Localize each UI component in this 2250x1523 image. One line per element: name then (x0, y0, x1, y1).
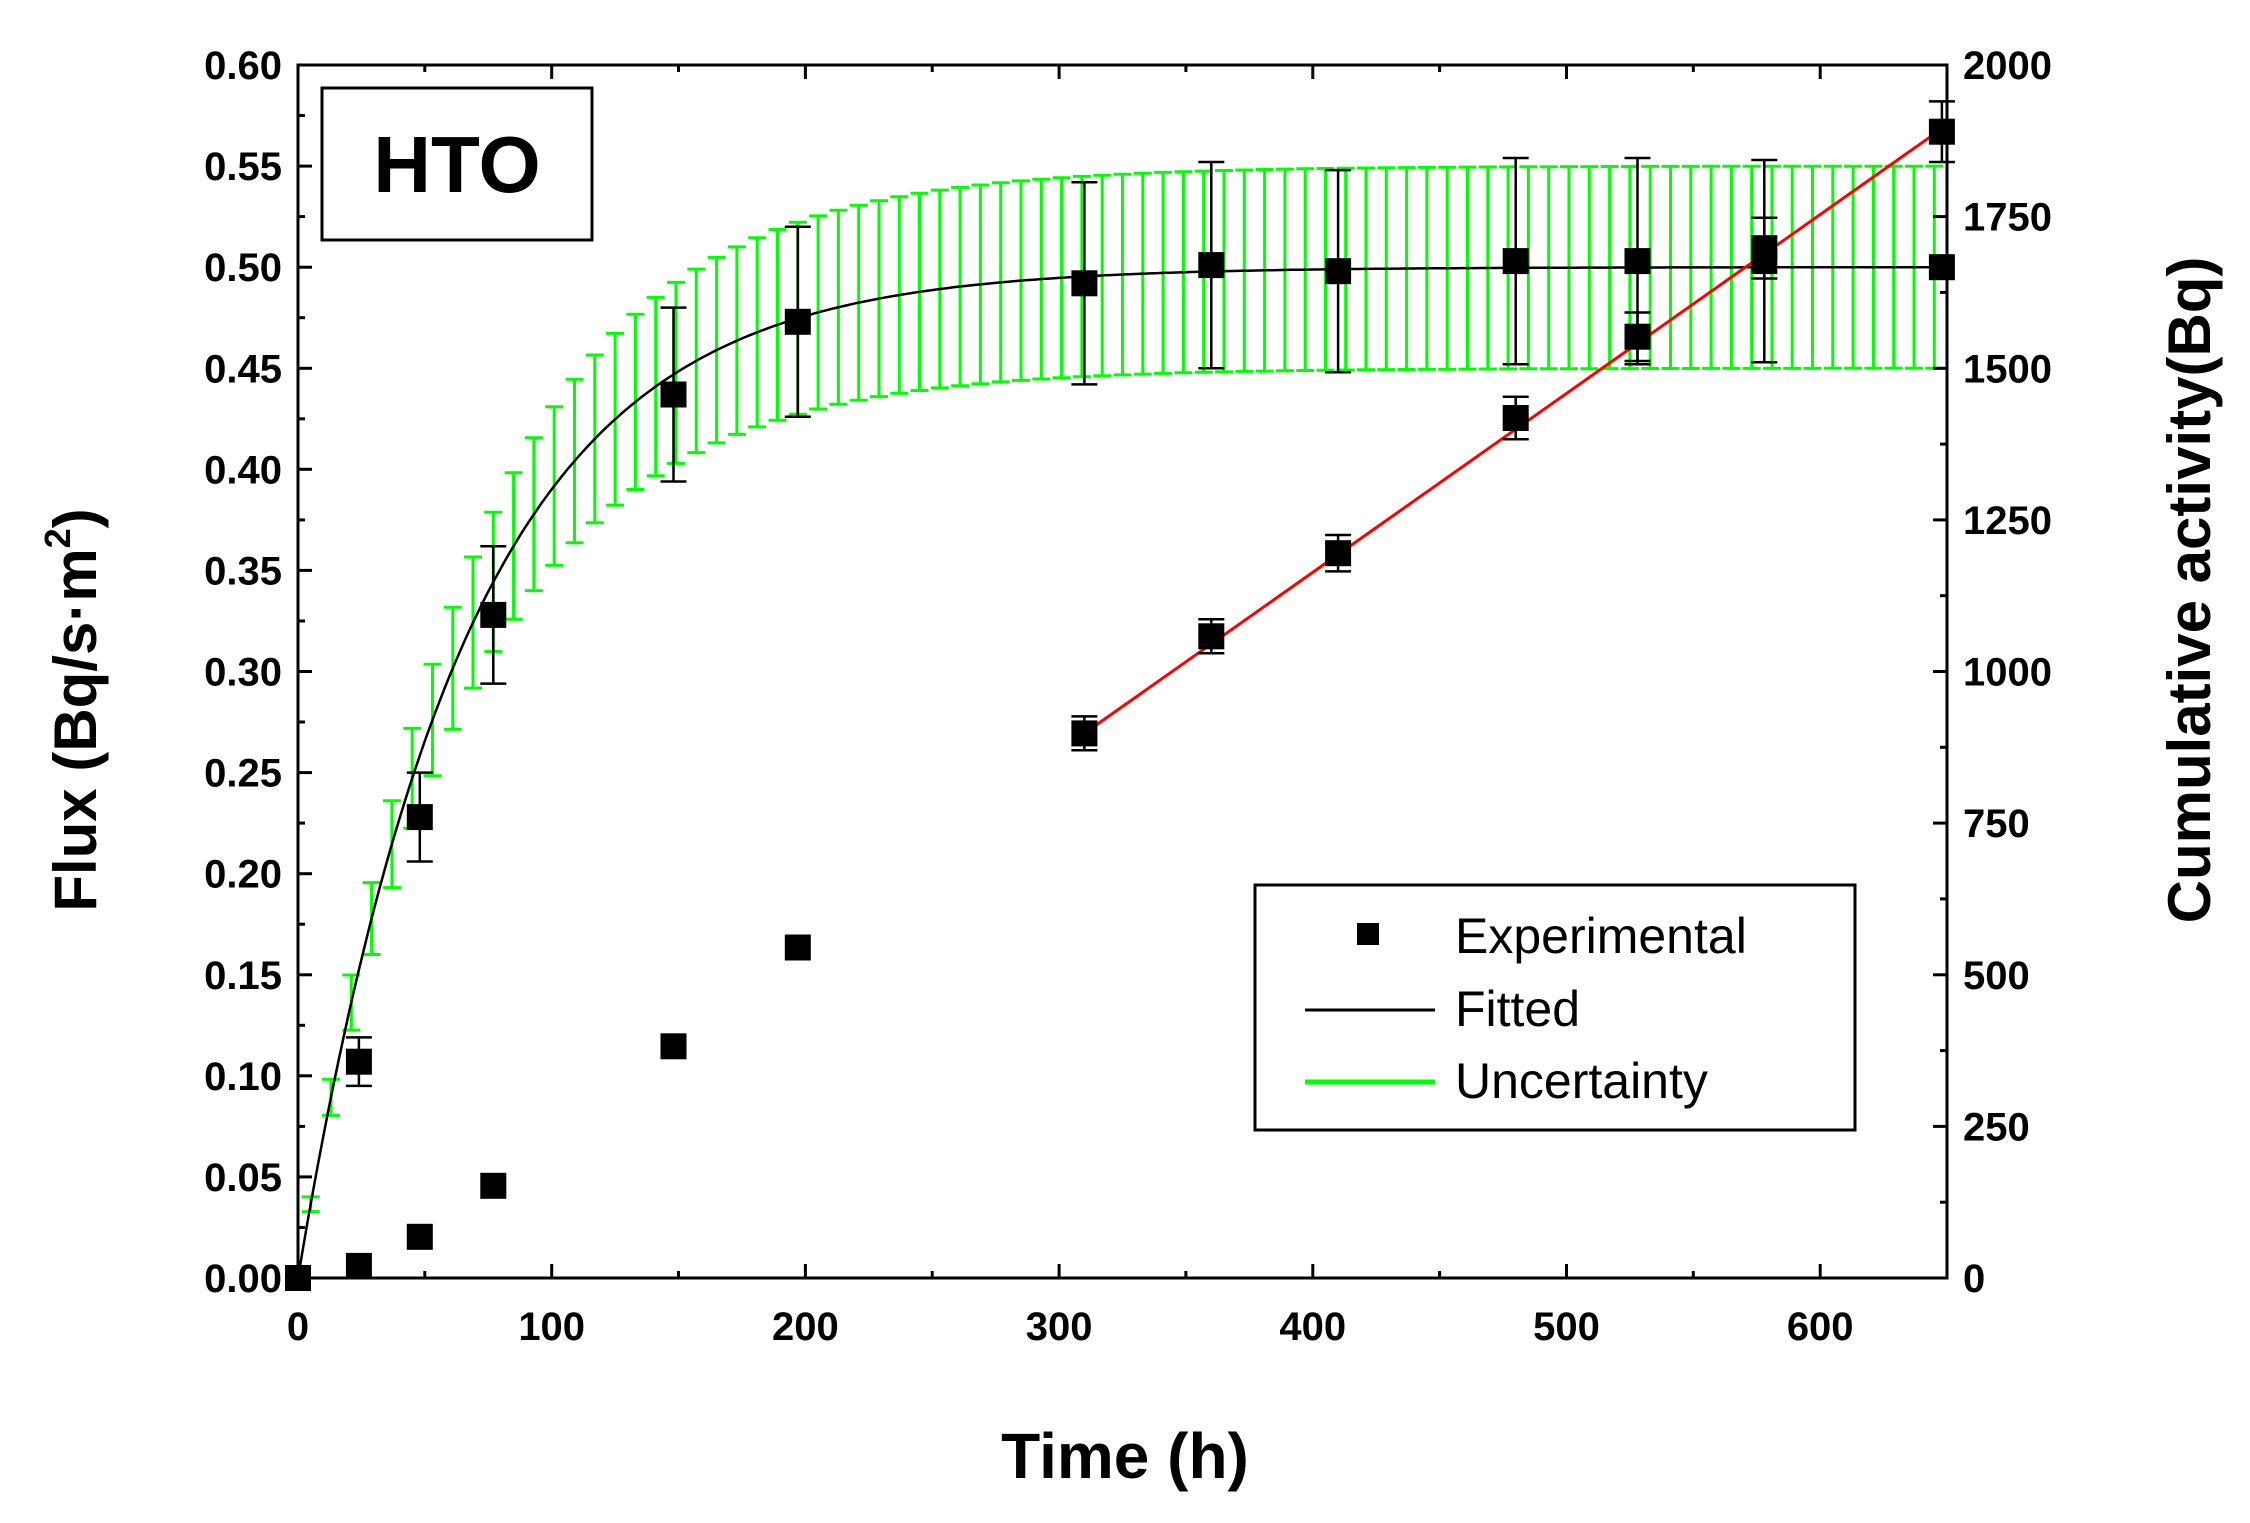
cumulative-point (345, 1252, 372, 1279)
legend-swatch-experimental (1357, 923, 1379, 945)
y-tick-label: 0.20 (204, 853, 282, 897)
y-tick-label: 0.50 (204, 246, 282, 290)
linear-fit-line (1083, 127, 1943, 735)
y-tick-label: 0.25 (204, 752, 282, 796)
y-tick-label: 0.60 (204, 44, 282, 88)
y-axis-title-end: ) (42, 508, 109, 528)
axis-ticks (296, 63, 1949, 1280)
fitted-curve-group (296, 265, 1947, 1279)
x-tick-label: 100 (518, 1305, 585, 1349)
x-axis-title: Time (h) (1001, 1420, 1249, 1492)
flux-point (1624, 248, 1651, 275)
flux-point (1198, 252, 1225, 279)
y-tick-label: 0.45 (204, 347, 282, 391)
y2-tick-label: 0 (1963, 1257, 1985, 1301)
y2-tick-label: 750 (1963, 802, 2030, 846)
y-tick-labels: 0.00 0.05 0.10 0.15 0.20 0.25 0.30 0.35 0.40 0.45… (204, 44, 282, 1301)
y2-tick-label: 1750 (1963, 196, 2052, 240)
y-tick-label: 0.30 (204, 651, 282, 695)
cumulative-point (1325, 540, 1352, 567)
y-tick-label: 0.40 (204, 448, 282, 492)
cumulative-point (1624, 323, 1651, 350)
flux-point (784, 308, 811, 335)
flux-point (660, 381, 687, 408)
y2-tick-label: 1500 (1963, 347, 2052, 391)
panel-label: HTO (373, 120, 540, 209)
cumulative-point (784, 934, 811, 961)
y-axis-title: Flux (Bq/s·m2) (37, 508, 109, 911)
linear-fit-group (1083, 127, 1943, 735)
y2-tick-label: 250 (1963, 1105, 2030, 1149)
y2-tick-label: 500 (1963, 954, 2030, 998)
flux-experimental-group (285, 156, 1955, 1291)
panel-label-box: HTO (320, 86, 594, 242)
x-tick-labels: 0 100 200 300 400 500 600 (287, 1305, 1854, 1349)
cumulative-point (1198, 623, 1225, 650)
cumulative-point (1751, 235, 1778, 262)
y2-axis-title: Cumulative activity(Bq) (2156, 257, 2223, 924)
x-tick-label: 300 (1026, 1305, 1093, 1349)
flux-point (480, 601, 507, 628)
y-tick-label: 0.35 (204, 549, 282, 593)
flux-point (1502, 248, 1529, 275)
y-tick-label: 0.00 (204, 1257, 282, 1301)
flux-point (1325, 258, 1352, 285)
fitted-curve (296, 265, 1947, 1279)
cumulative-point (660, 1033, 687, 1060)
legend: Experimental Fitted Uncertainty (1253, 883, 1857, 1132)
x-tick-label: 600 (1787, 1305, 1854, 1349)
legend-label-fitted: Fitted (1455, 981, 1580, 1037)
x-tick-label: 0 (287, 1305, 309, 1349)
legend-label-experimental: Experimental (1455, 908, 1747, 964)
legend-frame (1253, 883, 1857, 1132)
y2-tick-label: 2000 (1963, 44, 2052, 88)
cumulative-point (1502, 405, 1529, 431)
y2-tick-label: 1000 (1963, 651, 2052, 695)
y2-tick-labels: 0 250 500 750 1000 1250 1500 1750 2000 (1963, 44, 2052, 1301)
x-tick-label: 500 (1533, 1305, 1600, 1349)
flux-point (1928, 254, 1955, 281)
flux-point (1071, 270, 1098, 297)
cumulative-point (1071, 720, 1098, 747)
y-tick-label: 0.55 (204, 145, 282, 189)
x-tick-label: 400 (1279, 1305, 1346, 1349)
cumulative-point (406, 1223, 433, 1250)
cumulative-experimental-group (345, 100, 1955, 1279)
y-axis-title-main: Flux (Bq/s·m (42, 548, 109, 911)
y2-tick-label: 1250 (1963, 499, 2052, 543)
y-tick-label: 0.10 (204, 1055, 282, 1099)
y-tick-label: 0.15 (204, 954, 282, 998)
flux-point (406, 804, 433, 831)
y-axis-title-sup: 2 (37, 528, 78, 548)
x-tick-label: 200 (772, 1305, 839, 1349)
panel-label-frame (320, 86, 594, 242)
legend-label-uncertainty: Uncertainty (1455, 1053, 1708, 1109)
y-tick-label: 0.05 (204, 1156, 282, 1200)
flux-point (345, 1048, 372, 1075)
cumulative-point (480, 1172, 507, 1199)
